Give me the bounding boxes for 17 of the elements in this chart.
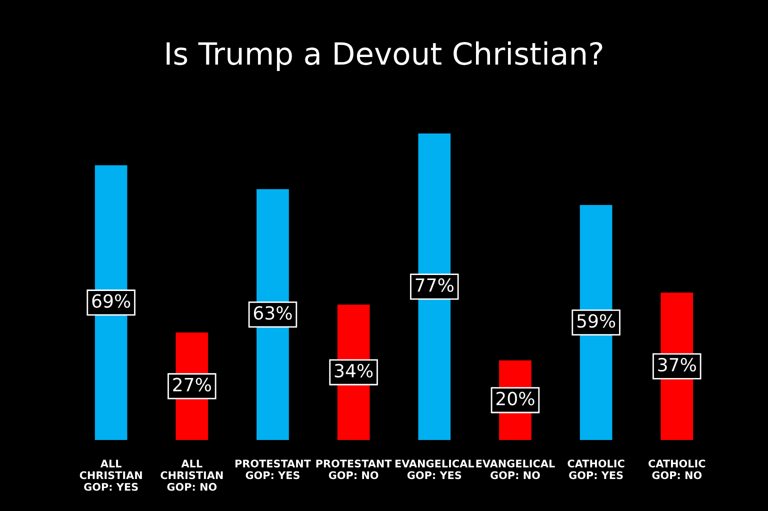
data-label: 59% (577, 314, 616, 328)
x-tick-label: PROTESTANT GOP: YES (235, 460, 311, 480)
x-tick-label: CATHOLIC GOP: YES (568, 460, 624, 480)
data-label: 37% (658, 358, 696, 372)
x-tick-label: EVANGELICAL GOP: NO (476, 460, 555, 480)
data-label: 27% (173, 378, 211, 392)
data-label: 20% (496, 392, 534, 406)
data-label: 63% (254, 306, 292, 320)
data-label: 69% (92, 294, 130, 308)
data-label: 77% (416, 278, 454, 292)
x-tick-label: ALL CHRISTIAN GOP: NO (160, 460, 223, 491)
x-tick-label: PROTESTANT GOP: NO (316, 460, 392, 480)
chart-title: Is Trump a Devout Christian? (166, 41, 602, 71)
x-tick-label: EVANGELICAL GOP: YES (395, 460, 474, 480)
data-label: 34% (334, 364, 373, 378)
x-tick-label: CATHOLIC GOP: NO (648, 460, 706, 480)
x-tick-label: ALL CHRISTIAN GOP: YES (80, 460, 142, 491)
